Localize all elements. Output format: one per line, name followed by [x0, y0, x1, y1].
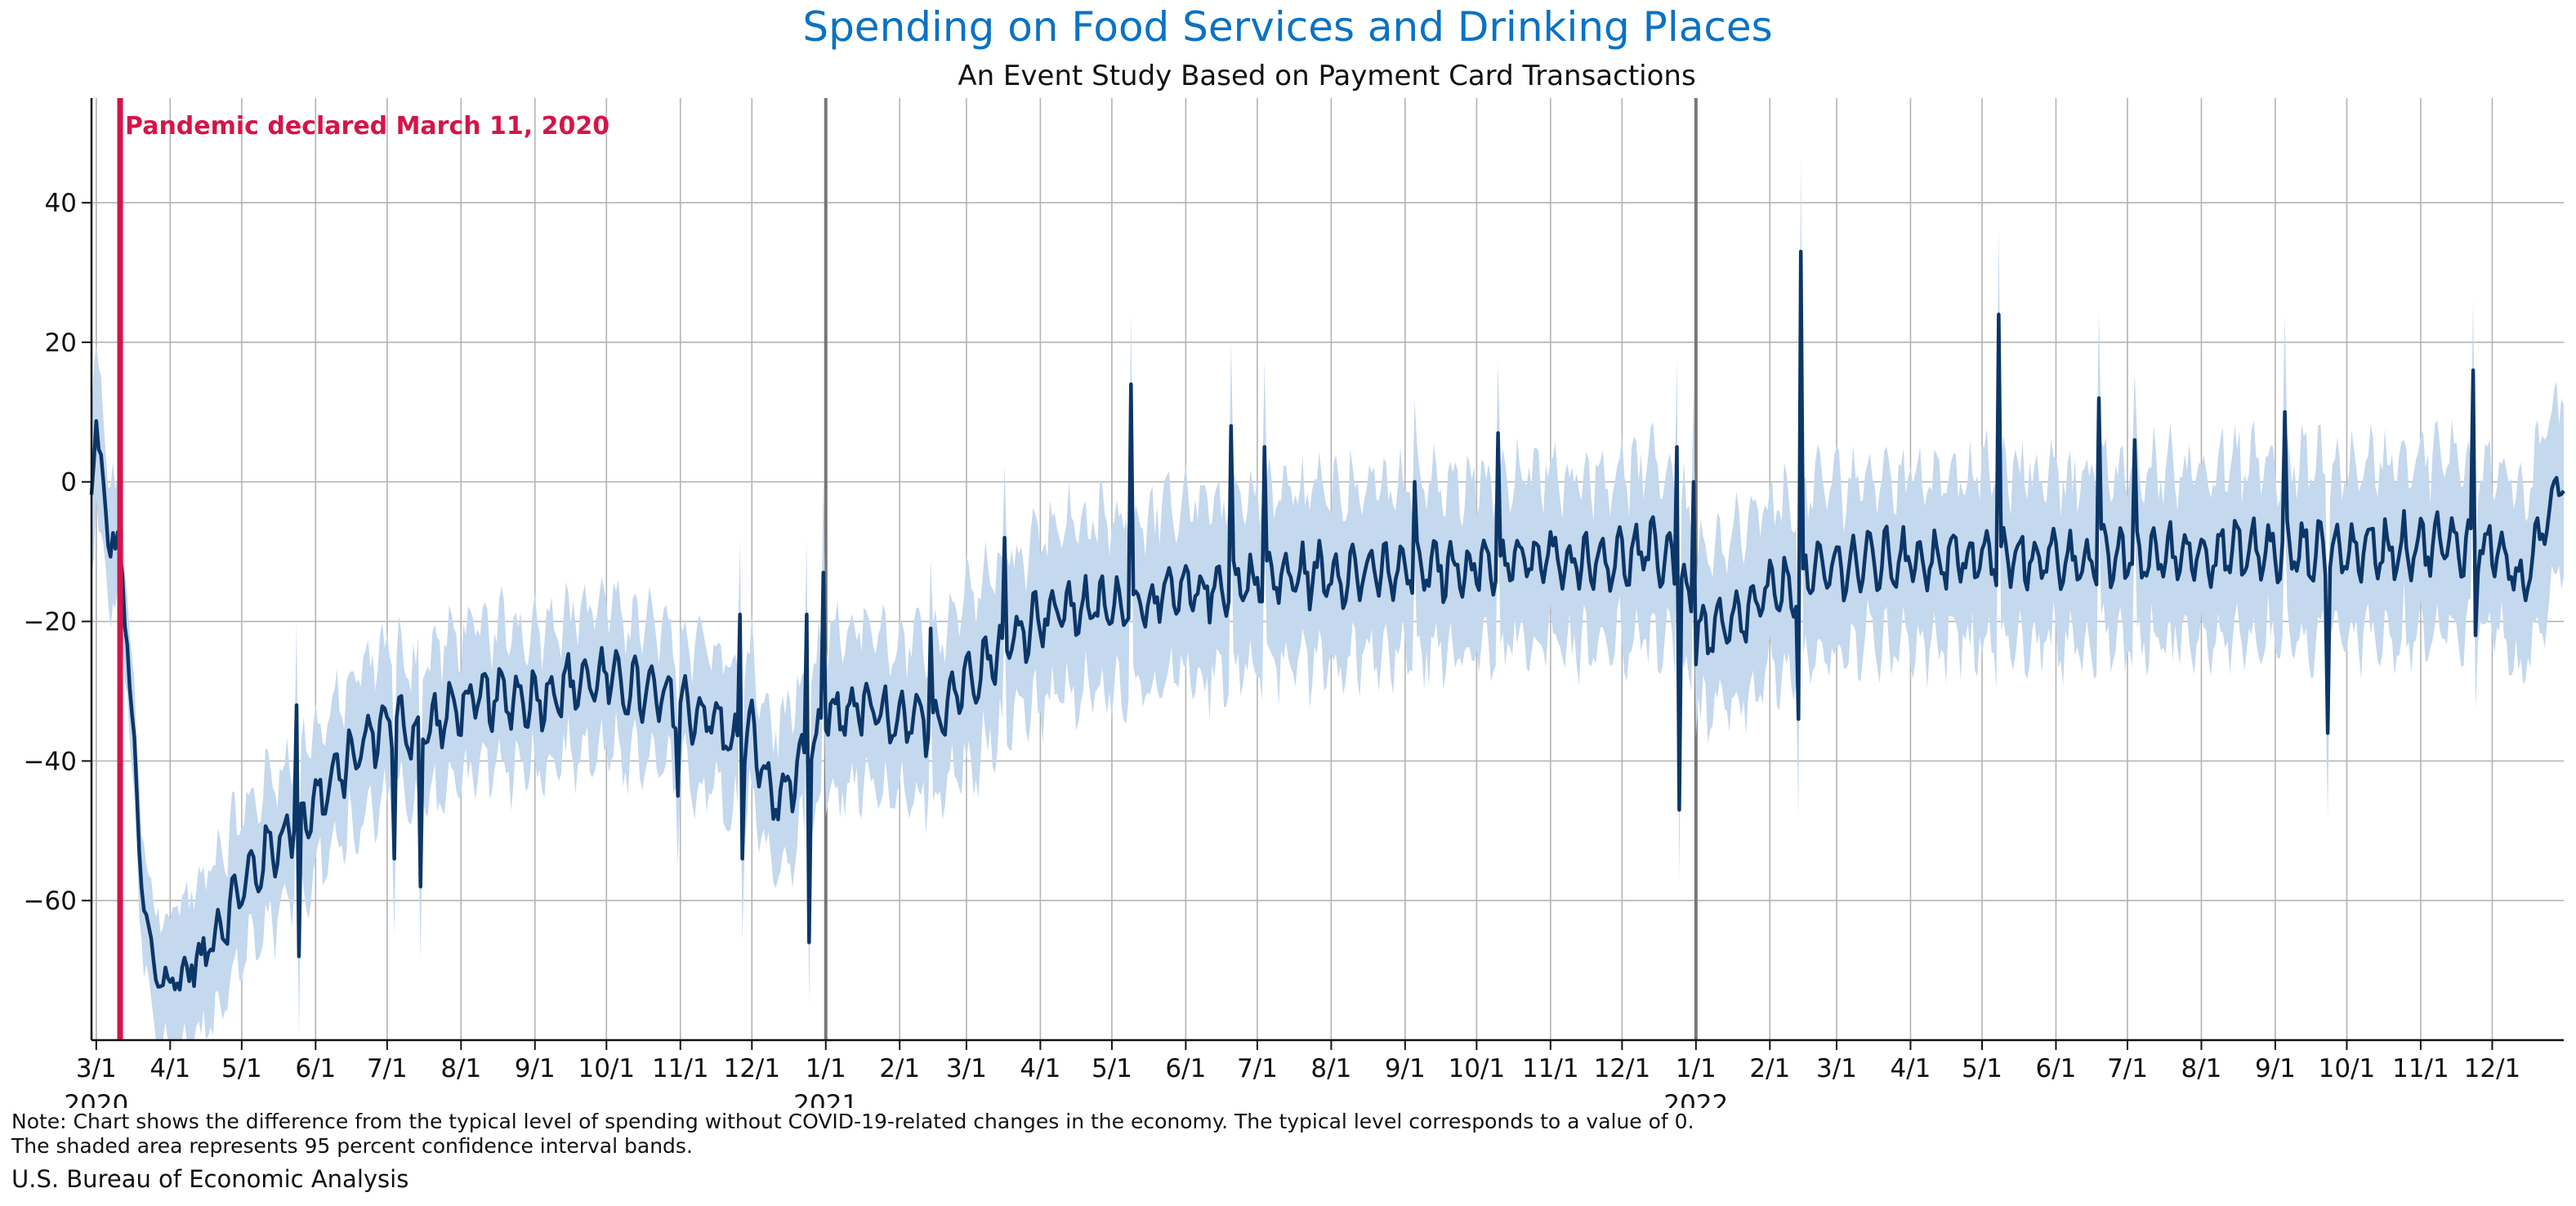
x-tick-label: 3/1: [946, 1054, 987, 1083]
x-tick-label: 3/1: [76, 1054, 117, 1083]
series-line: [89, 249, 2565, 992]
x-tick-label: 3/1: [1816, 1054, 1857, 1083]
x-tick-label: 12/1: [723, 1054, 780, 1083]
confidence-band-area: [92, 155, 2564, 1041]
chart: Spending on Food Services and Drinking P…: [24, 3, 2565, 1108]
y-tick-label: −40: [24, 747, 77, 776]
chart-subtitle: An Event Study Based on Payment Card Tra…: [958, 60, 1695, 92]
axes: 40 20 0 −20 −40 −60 3/1 4/1 5/1 6/1 7/1 8/1 9/1 10/1 1…: [24, 98, 2564, 1108]
x-tick-label: 9/1: [2255, 1054, 2296, 1083]
x-tick-label: 1/1: [1676, 1054, 1717, 1083]
x-tick-label: 5/1: [1962, 1054, 2002, 1083]
y-tick-label: 40: [45, 189, 77, 218]
x-tick-label: 6/1: [295, 1054, 336, 1083]
y-tick-label: 20: [45, 328, 77, 358]
chart-title: Spending on Food Services and Drinking P…: [802, 3, 1772, 51]
x-tick-label: 9/1: [515, 1054, 556, 1083]
y-tick-label: 0: [60, 468, 77, 498]
source-credit: U.S. Bureau of Economic Analysis: [11, 1165, 409, 1193]
chart-note: Note: Chart shows the difference from th…: [11, 1110, 1694, 1159]
x-tick-label: 7/1: [1237, 1054, 1278, 1083]
x-tick-label: 4/1: [150, 1054, 190, 1083]
x-tick-label: 11/1: [1522, 1054, 1579, 1083]
x-tick-label: 10/1: [1449, 1054, 1506, 1083]
x-tick-label: 10/1: [578, 1054, 635, 1083]
x-tick-label: 4/1: [1891, 1054, 1931, 1083]
x-tick-label: 7/1: [2107, 1054, 2148, 1083]
x-tick-label: 11/1: [2392, 1054, 2449, 1083]
x-tick-label: 1/1: [806, 1054, 846, 1083]
x-tick-label: 9/1: [1385, 1054, 1426, 1083]
x-tick-label: 8/1: [1310, 1054, 1351, 1083]
y-tick-label: −20: [24, 608, 77, 637]
series-path: [89, 249, 2565, 992]
note-line-1: Note: Chart shows the difference from th…: [11, 1110, 1694, 1133]
x-tick-label: 4/1: [1020, 1054, 1060, 1083]
x-tick-label: 6/1: [2036, 1054, 2077, 1083]
confidence-band: [92, 155, 2564, 1041]
x-year-label: 2022: [1663, 1090, 1728, 1108]
y-tick-label: −60: [24, 887, 77, 916]
x-tick-label: 2/1: [879, 1054, 920, 1083]
x-tick-label: 10/1: [2319, 1054, 2376, 1083]
x-tick-label: 7/1: [367, 1054, 408, 1083]
x-tick-label: 11/1: [652, 1054, 709, 1083]
x-year-label: 2020: [64, 1090, 128, 1108]
x-tick-label: 12/1: [1594, 1054, 1651, 1083]
x-tick-label: 5/1: [1092, 1054, 1132, 1083]
event-label: Pandemic declared March 11, 2020: [125, 112, 609, 141]
x-tick-label: 5/1: [221, 1054, 262, 1083]
x-tick-label: 8/1: [2181, 1054, 2222, 1083]
event-marker: Pandemic declared March 11, 2020: [117, 98, 609, 1040]
x-year-label: 2021: [793, 1090, 858, 1108]
x-tick-label: 12/1: [2464, 1054, 2521, 1083]
x-tick-label: 6/1: [1165, 1054, 1206, 1083]
x-tick-label: 2/1: [1749, 1054, 1790, 1083]
x-tick-label: 8/1: [440, 1054, 481, 1083]
note-line-2: The shaded area represents 95 percent co…: [11, 1134, 693, 1158]
